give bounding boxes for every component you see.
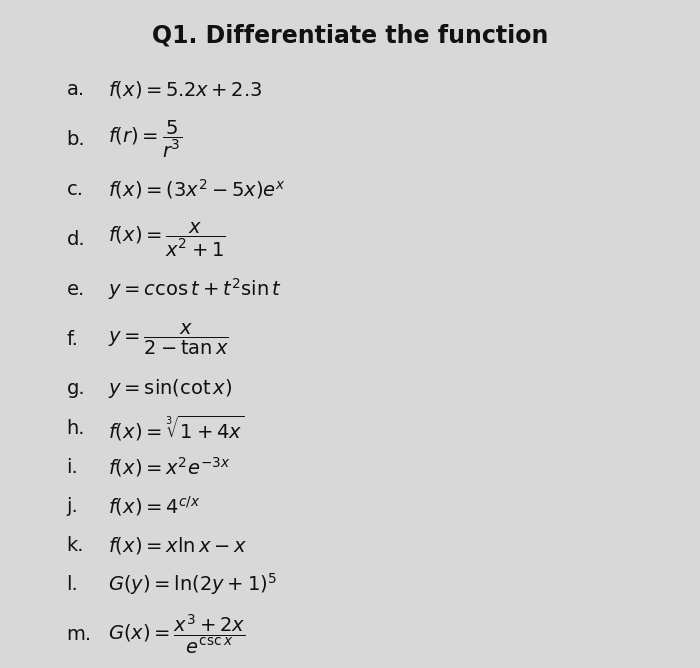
Text: $f(x) = \dfrac{x}{x^2+1}$: $f(x) = \dfrac{x}{x^2+1}$ [108, 220, 226, 259]
Text: c.: c. [66, 180, 83, 199]
Text: g.: g. [66, 379, 85, 398]
Text: $f(x) = (3x^2 - 5x)e^{x}$: $f(x) = (3x^2 - 5x)e^{x}$ [108, 178, 286, 201]
Text: i.: i. [66, 458, 78, 477]
Text: k.: k. [66, 536, 84, 555]
Text: d.: d. [66, 230, 85, 248]
Text: a.: a. [66, 80, 85, 99]
Text: $f(x) = x \ln x - x$: $f(x) = x \ln x - x$ [108, 535, 248, 556]
Text: l.: l. [66, 575, 78, 594]
Text: $f(x) = x^2 e^{-3x}$: $f(x) = x^2 e^{-3x}$ [108, 455, 231, 479]
Text: $f(x) = \sqrt[3]{1+4x}$: $f(x) = \sqrt[3]{1+4x}$ [108, 413, 245, 443]
Text: $G(x) = \dfrac{x^3+2x}{e^{\csc x}}$: $G(x) = \dfrac{x^3+2x}{e^{\csc x}}$ [108, 613, 246, 656]
Text: f.: f. [66, 329, 78, 349]
Text: $f(r) = \dfrac{5}{r^3}$: $f(r) = \dfrac{5}{r^3}$ [108, 119, 183, 160]
Text: $f(x) = 4^{c/x}$: $f(x) = 4^{c/x}$ [108, 494, 201, 518]
Text: $f(x) = 5.2x + 2.3$: $f(x) = 5.2x + 2.3$ [108, 79, 263, 100]
Text: $y = c\cos t + t^2 \sin t$: $y = c\cos t + t^2 \sin t$ [108, 277, 282, 302]
Text: m.: m. [66, 625, 92, 644]
Text: $y = \sin(\cot x)$: $y = \sin(\cot x)$ [108, 377, 233, 400]
Text: $y = \dfrac{x}{2-\tan x}$: $y = \dfrac{x}{2-\tan x}$ [108, 321, 230, 357]
Text: e.: e. [66, 280, 85, 299]
Text: h.: h. [66, 419, 85, 438]
Text: $G(y) = \ln(2y+1)^5$: $G(y) = \ln(2y+1)^5$ [108, 572, 277, 597]
Text: Q1. Differentiate the function: Q1. Differentiate the function [152, 23, 548, 47]
Text: b.: b. [66, 130, 85, 149]
Text: j.: j. [66, 497, 78, 516]
